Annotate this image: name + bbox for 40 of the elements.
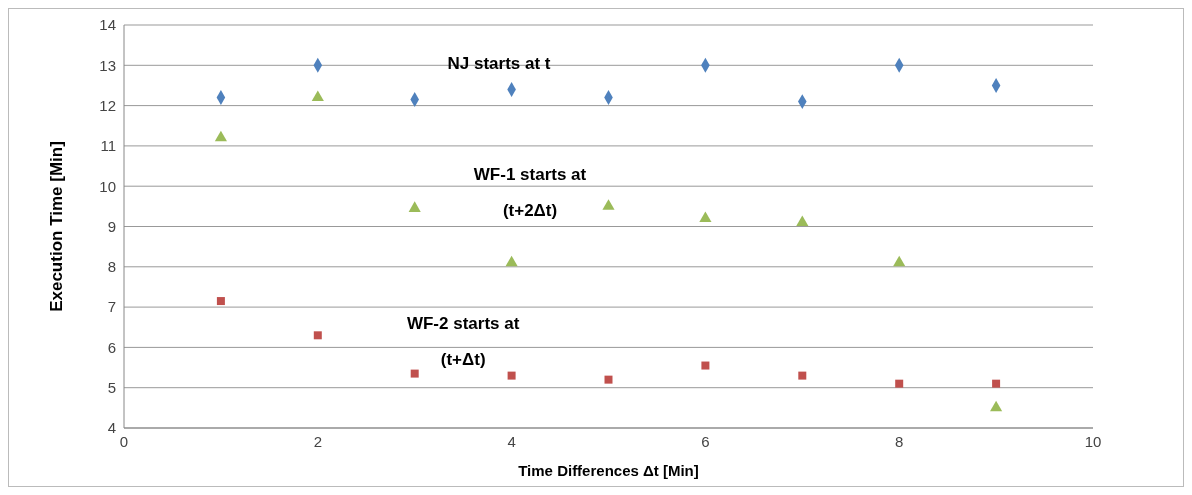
y-tick-label: 4: [107, 419, 116, 437]
annotation: WF-1 starts at (t+2Δt): [473, 165, 587, 221]
y-tick-label: 10: [99, 177, 116, 195]
y-tick-label: 11: [100, 137, 116, 155]
point: [602, 199, 615, 210]
y-tick-label: 8: [107, 258, 116, 276]
x-tick-label: 6: [701, 432, 710, 450]
point: [895, 379, 904, 388]
y-tick-label: 14: [99, 16, 116, 34]
point: [893, 255, 906, 267]
point: [410, 369, 419, 378]
y-tick-label: 7: [107, 298, 116, 316]
y-axis-title: Execution Time [Min]: [47, 141, 67, 312]
x-tick-label: 8: [895, 432, 904, 450]
point: [313, 331, 322, 340]
x-tick-label: 4: [507, 432, 516, 450]
point: [796, 215, 809, 226]
point: [798, 371, 807, 380]
x-tick-label: 10: [1084, 432, 1102, 450]
y-tick-label: 5: [107, 379, 116, 397]
y-tick-label: 12: [99, 96, 116, 114]
point: [408, 201, 421, 212]
point: [507, 371, 516, 380]
point: [992, 379, 1001, 388]
annotation: WF-2 starts at (t+Δt): [406, 314, 520, 370]
x-axis-title: Time Differences Δt [Min]: [518, 462, 699, 479]
point: [701, 361, 710, 370]
point: [990, 400, 1003, 412]
point: [214, 130, 227, 142]
y-tick-label: 13: [99, 56, 116, 74]
x-tick-label: 2: [313, 432, 322, 450]
point: [604, 375, 613, 384]
point: [216, 297, 225, 306]
y-tick-label: 6: [107, 338, 116, 356]
point: [505, 255, 518, 267]
x-tick-label: 0: [119, 432, 129, 450]
point: [699, 211, 712, 222]
annotation: NJ starts at t: [447, 54, 551, 74]
point: [311, 90, 324, 102]
y-tick-label: 9: [107, 217, 116, 235]
